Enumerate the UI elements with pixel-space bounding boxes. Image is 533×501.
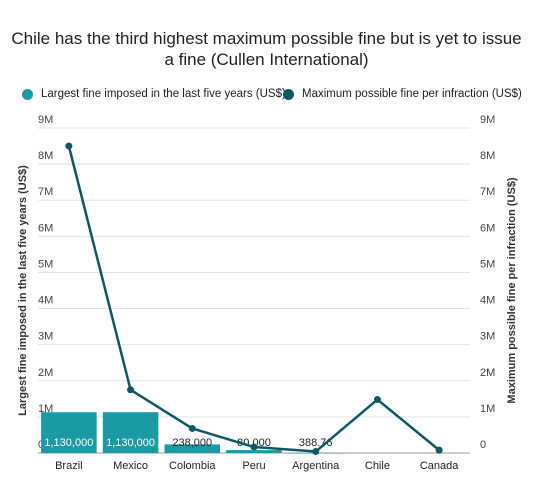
x-tick-label: Canada <box>420 460 459 472</box>
y-tick-label-left: 3M <box>38 331 53 343</box>
line-point <box>312 448 320 456</box>
legend-item-max-fine: Maximum possible fine per infraction (US… <box>283 88 522 100</box>
y-tick-label-right: 8M <box>480 150 495 162</box>
y-tick-label-left: 7M <box>38 186 53 198</box>
line-series <box>67 145 440 453</box>
bar <box>41 412 97 453</box>
line-point <box>250 443 258 451</box>
legend-marker-max-fine <box>283 88 294 100</box>
y-axis-label-left: Largest fine imposed in the last five ye… <box>17 165 29 416</box>
y-tick-label-right: 0 <box>480 439 486 451</box>
y-tick-label-left: 8M <box>38 150 53 162</box>
line-point <box>127 386 135 394</box>
x-tick-label: Chile <box>365 460 390 472</box>
legend-item-largest-fine: Largest fine imposed in the last five ye… <box>22 88 286 100</box>
x-tick-label: Colombia <box>169 460 216 472</box>
x-tick-label: Peru <box>242 460 265 472</box>
x-tick-label: Brazil <box>55 460 83 472</box>
bar <box>164 444 221 453</box>
y-tick-label-right: 9M <box>480 114 495 126</box>
bar-data-label: 80,000 <box>237 437 271 449</box>
y-tick-label-left: 4M <box>38 295 53 307</box>
y-tick-label-left: 5M <box>38 258 53 270</box>
y-tick-label-right: 7M <box>480 186 495 198</box>
y-tick-label-left: 0 <box>38 439 44 451</box>
legend-label-max-fine: Maximum possible fine per infraction (US… <box>302 88 522 100</box>
y-axis-label-right: Maximum possible fine per infraction (US… <box>506 177 518 403</box>
legend-label-largest-fine: Largest fine imposed in the last five ye… <box>41 88 286 100</box>
line-point <box>435 446 443 454</box>
line-point <box>373 396 381 404</box>
y-tick-label-left: 6M <box>38 222 53 234</box>
legend-marker-largest-fine <box>22 88 33 100</box>
bar-data-label: 1,130,000 <box>106 437 155 449</box>
y-tick-label-left: 2M <box>38 367 53 379</box>
line-point <box>188 424 196 432</box>
y-tick-label-left: 1M <box>38 403 53 415</box>
bar <box>226 450 282 453</box>
y-tick-label-right: 1M <box>480 403 495 415</box>
line-point <box>65 142 73 150</box>
y-tick-label-right: 4M <box>480 295 495 307</box>
y-tick-label-right: 5M <box>480 258 495 270</box>
y-tick-label-right: 6M <box>480 222 495 234</box>
bar <box>102 412 159 453</box>
bar-data-label: 238,000 <box>172 437 212 449</box>
chart-title: Chile has the third highest maximum poss… <box>11 29 522 69</box>
bar-data-label: 1,130,000 <box>44 437 93 449</box>
x-tick-label: Argentina <box>292 460 340 472</box>
y-tick-label-right: 2M <box>480 367 495 379</box>
x-tick-label: Mexico <box>113 460 148 472</box>
y-tick-label-left: 9M <box>38 114 53 126</box>
y-tick-label-right: 3M <box>480 331 495 343</box>
